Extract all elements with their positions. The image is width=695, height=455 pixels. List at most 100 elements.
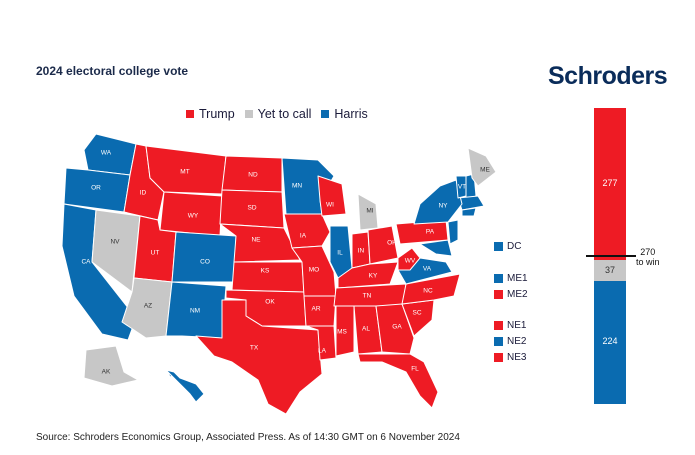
district-me1-swatch [494,274,503,283]
district-dc: DC [494,241,521,252]
state-wi [317,175,347,217]
state-label-me: ME [480,167,490,174]
state-me [467,147,497,187]
state-label-mi: MI [366,208,373,215]
district-ne2: NE2 [494,336,526,347]
state-label-tx: TX [250,345,259,352]
state-label-vt: VT [458,184,466,191]
minor-state-shape-3 [447,219,459,245]
district-me2-label: ME2 [507,289,528,300]
state-label-ne: NE [251,237,261,244]
state-label-nv: NV [110,239,120,246]
state-ny [413,179,463,225]
state-label-mn: MN [292,183,302,190]
state-la [305,325,337,361]
district-me2: ME2 [494,289,528,300]
state-label-pa: PA [426,229,435,236]
state-ia [283,213,331,249]
state-nc [401,273,461,305]
state-label-ga: GA [392,324,402,331]
district-ne2-label: NE2 [507,336,527,347]
district-ne3-swatch [494,353,503,362]
legend-item-harris: Harris [321,107,368,121]
state-co [171,231,237,283]
legend-swatch-trump [186,110,194,118]
state-label-fl: FL [411,366,419,373]
state-label-mt: MT [180,169,189,176]
legend-label-yet-to-call: Yet to call [257,107,312,121]
district-me1: ME1 [494,273,528,284]
state-label-il: IL [337,250,343,257]
state-vt [455,175,467,199]
state-label-nc: NC [423,288,433,295]
district-me2-swatch [494,290,503,299]
state-label-id: ID [140,190,147,197]
source-note: Source: Schroders Economics Group, Assoc… [36,432,460,443]
state-label-in: IN [358,248,365,255]
tally-label-harris: 224 [602,336,618,347]
state-label-sc: SC [412,310,421,317]
state-label-ca: CA [81,259,91,266]
tally-label-trump: 277 [602,178,618,189]
minor-state-shape-2 [461,207,477,217]
district-ne3: NE3 [494,352,526,363]
state-label-al: AL [362,326,370,333]
state-label-ms: MS [337,329,347,336]
state-label-ks: KS [261,268,270,275]
state-wv [397,247,421,271]
state-label-oh: OH [387,240,397,247]
district-me1-label: ME1 [507,273,528,284]
threshold-caption: to win [636,257,660,268]
state-label-nm: NM [190,308,200,315]
state-hi [165,369,205,403]
state-fl [357,353,439,409]
state-label-ak: AK [102,369,111,376]
state-label-mo: MO [309,267,319,274]
state-label-wy: WY [188,213,199,220]
state-label-or: OR [91,185,101,192]
state-label-nd: ND [248,172,258,179]
district-ne1-swatch [494,321,503,330]
district-ne3-label: NE3 [507,352,527,363]
state-mt [145,145,227,195]
state-label-wa: WA [101,150,112,157]
threshold-value: 270 [640,247,656,258]
state-label-az: AZ [144,303,152,310]
state-label-ar: AR [311,306,320,313]
legend-item-yet-to-call: Yet to call [244,107,312,121]
tally-label-uncalled: 37 [604,264,615,275]
state-ga [375,303,415,355]
state-label-wi: WI [326,202,334,209]
district-ne1-label: NE1 [507,320,527,331]
legend-swatch-harris [321,110,330,118]
district-dc-swatch [494,242,503,251]
state-ks [231,261,305,293]
district-ne2-swatch [494,337,503,346]
state-label-ut: UT [151,250,160,257]
state-label-wv: WV [405,258,416,265]
district-ne1: NE1 [494,320,526,331]
legend-label-harris: Harris [334,107,368,121]
legend: Trump Yet to call Harris [186,107,368,121]
tally-bar-trump [594,108,626,261]
legend-swatch-yet-to-call [244,110,253,118]
state-tx [195,299,323,415]
minor-state-shape-4 [419,239,453,257]
state-ak [83,345,139,387]
district-dc-label: DC [507,241,522,252]
state-label-va: VA [423,266,432,273]
threshold-label: 270 to win [636,247,660,267]
state-label-ok: OK [265,299,275,306]
state-label-la: LA [318,348,327,355]
threshold-line [586,255,636,257]
state-label-tn: TN [363,293,372,300]
legend-item-trump: Trump [186,107,235,121]
chart-title: 2024 electoral college vote [36,64,189,78]
tally-bar-uncalled [594,260,626,281]
state-label-ky: KY [369,273,378,280]
legend-label-trump: Trump [199,107,235,121]
state-label-ia: IA [300,233,307,240]
state-label-co: CO [200,259,210,266]
schroders-logo: Schroders [548,62,668,90]
